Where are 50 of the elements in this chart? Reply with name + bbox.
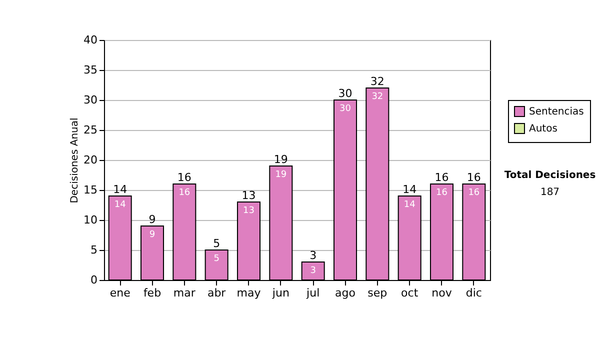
y-tick-label: 35 [84,64,98,76]
x-tick-label: may [236,286,262,300]
x-tick-label: nov [432,286,452,300]
data-label: 13 [243,206,254,216]
text: 187 [539,187,561,198]
data-label: 5 [214,254,220,264]
y-tick-label: 15 [84,184,98,196]
total-label: 30 [338,87,352,100]
data-label: 14 [404,200,416,210]
x-tick-label: jun [271,286,290,300]
total-label: 3 [310,249,317,262]
x-tick-label: mar [173,286,196,300]
data-label: 9 [149,230,156,240]
x-tick-label: jul [306,286,320,300]
data-label: 16 [468,188,480,198]
total-label: 19 [274,153,288,166]
y-tick-label: 30 [84,94,98,106]
x-tick-label: sep [368,286,388,300]
y-axis-title: Decisiones Anual [70,118,81,204]
y-tick-label: 25 [84,124,98,136]
data-label: 19 [275,170,287,180]
data-label: 16 [436,188,448,198]
legend-label: Sentencias [529,106,584,118]
total-label: 13 [242,189,256,202]
total-label: 9 [148,213,156,226]
x-tick-label: ago [335,286,356,300]
total-label: 16 [177,171,192,184]
legend-label: Autos [529,124,558,134]
y-tick-label: 5 [90,244,98,256]
data-label: 16 [178,188,190,198]
total-label: 16 [466,171,481,184]
y-tick-label: 40 [84,34,98,46]
data-label: 14 [114,200,126,210]
y-tick-label: 20 [84,154,98,166]
data-label: 3 [310,266,316,276]
x-tick-label: abr [207,286,226,300]
total-label: 16 [434,171,449,184]
total-label: 14 [402,183,417,196]
x-tick-label: oct [401,286,419,300]
total-label: 32 [370,75,384,88]
x-tick-label: dic [466,286,482,300]
x-tick-label: ene [110,286,131,300]
data-label: 30 [340,104,352,114]
x-tick-label: feb [143,286,162,300]
y-tick-label: 0 [90,274,98,286]
y-tick-label: 10 [84,214,98,226]
text: Total Decisiones [503,170,597,181]
total-label: 5 [213,237,220,250]
data-label: 32 [372,92,384,102]
total-label: 14 [113,183,128,196]
